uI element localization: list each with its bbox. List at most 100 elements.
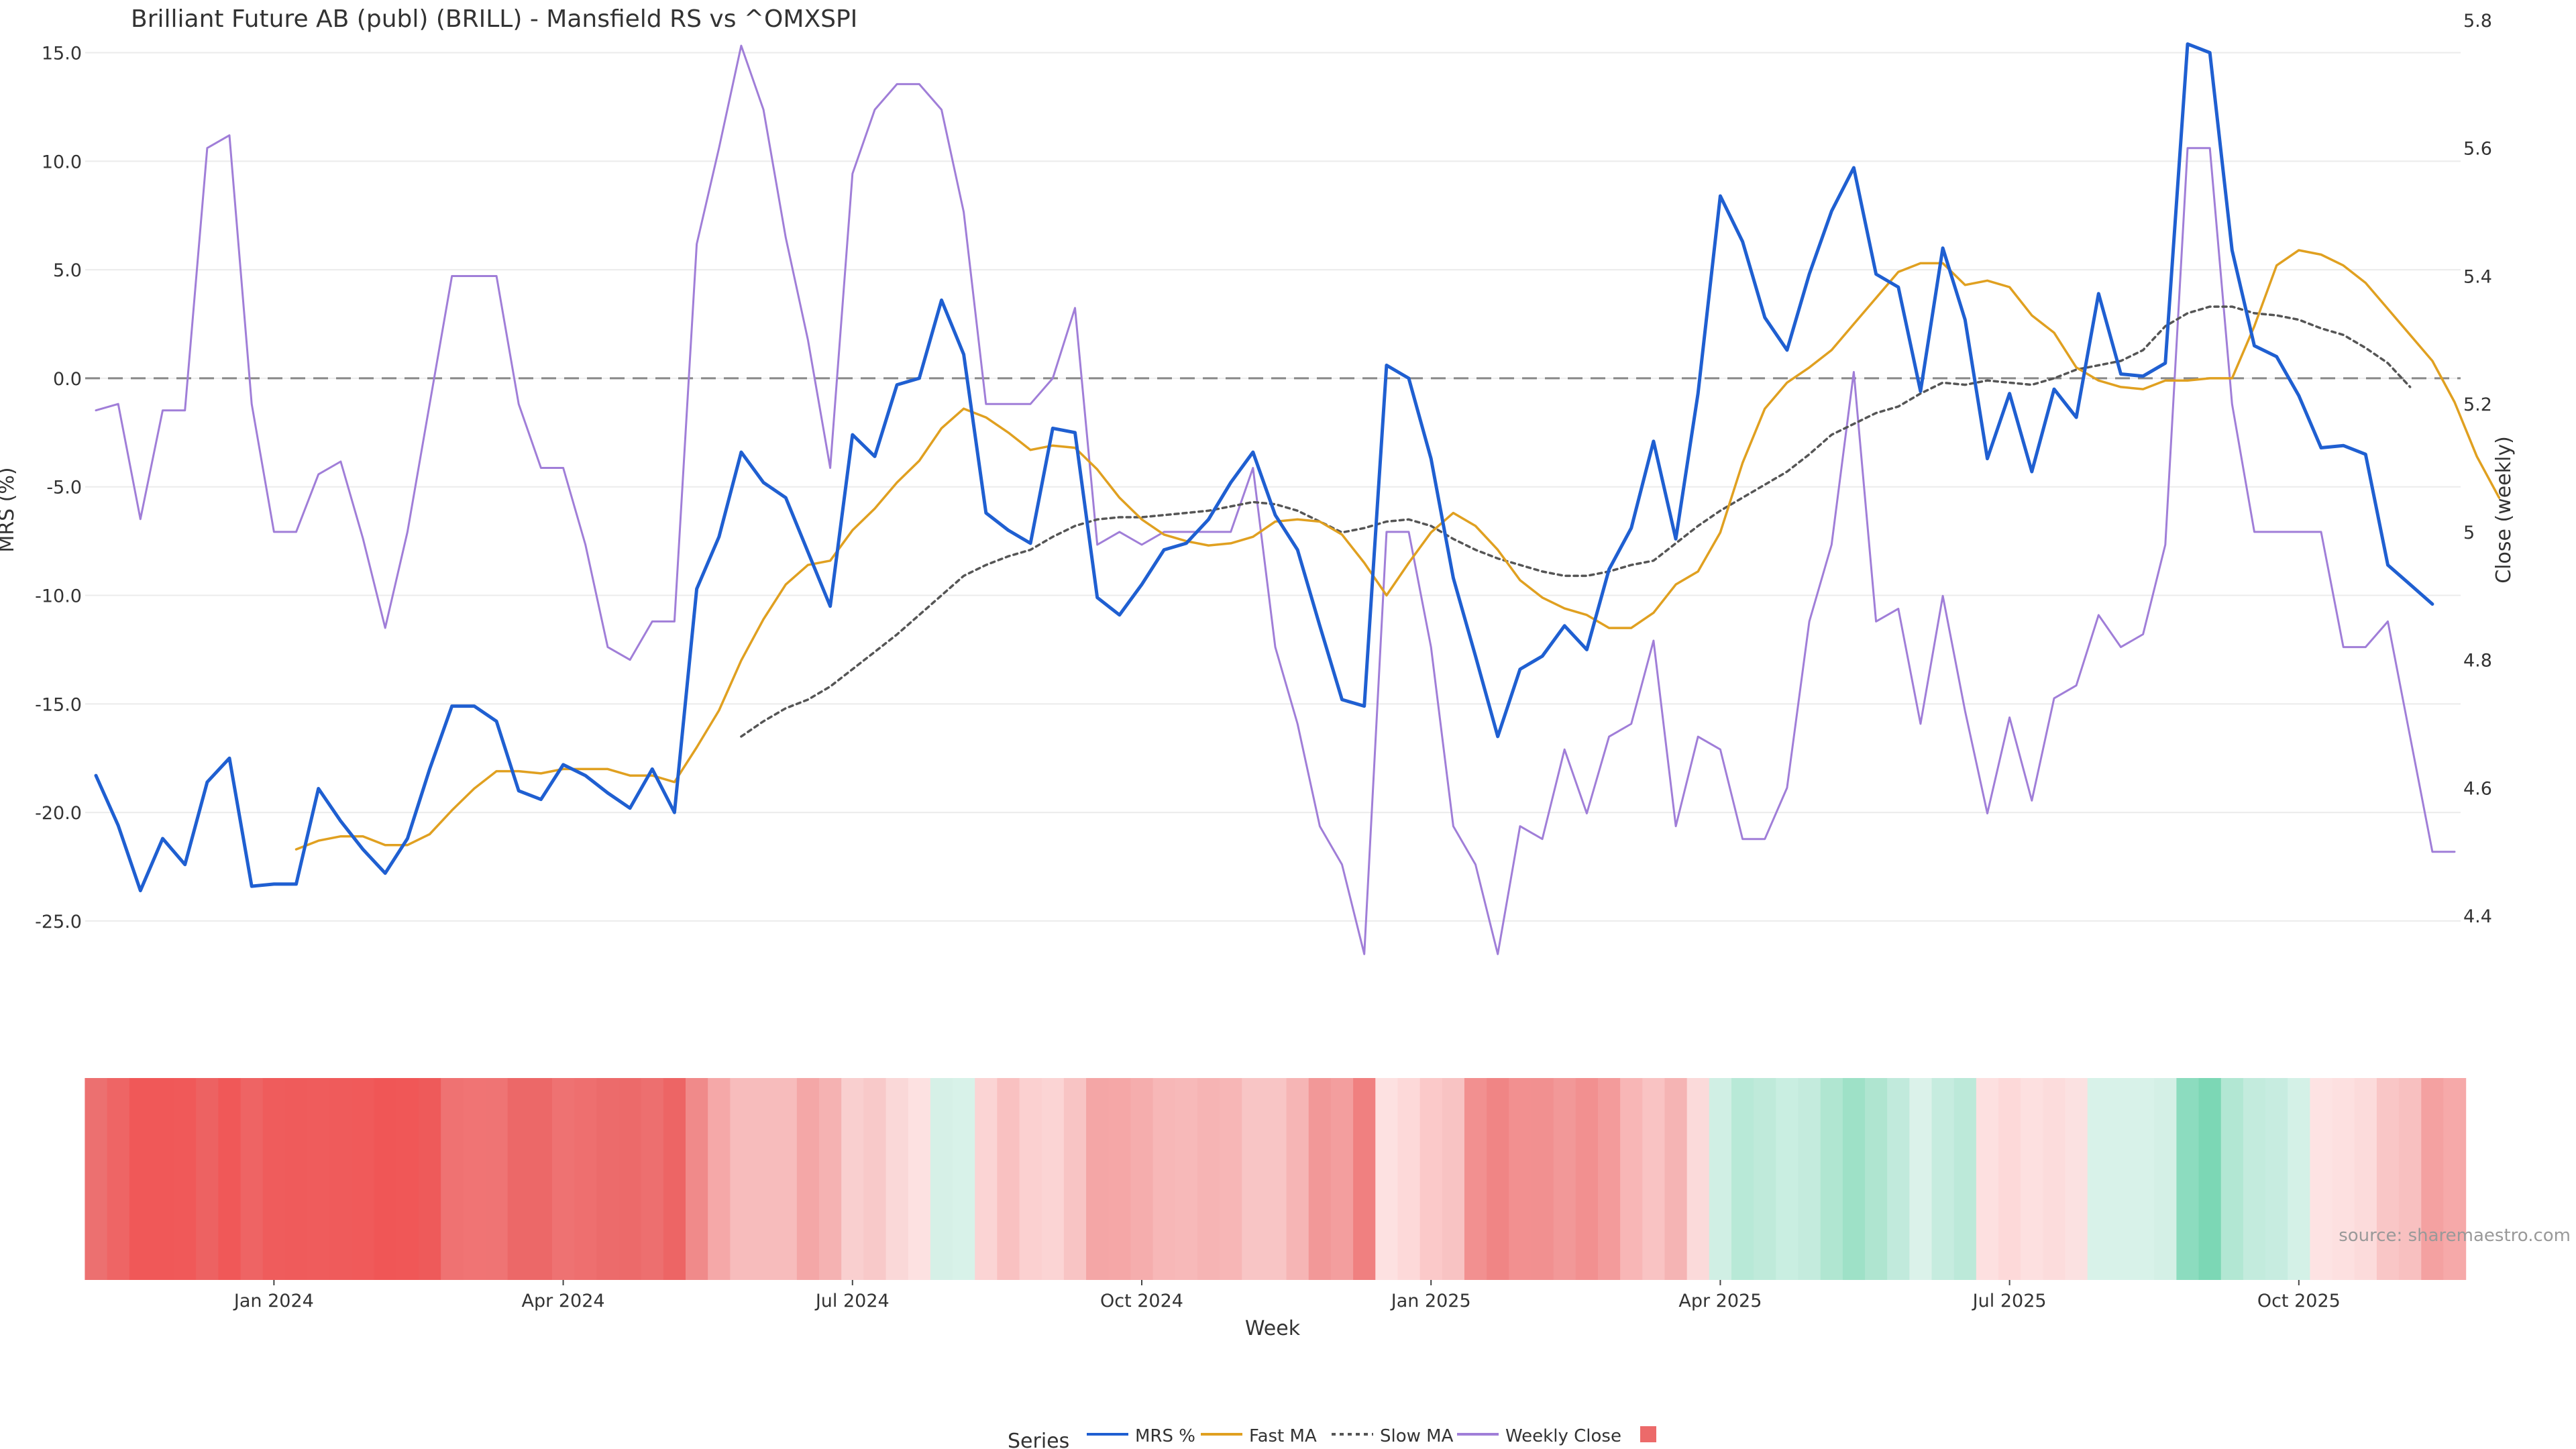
series-line-weekly-close	[95, 44, 2456, 955]
series-line-fast-ma	[294, 249, 2501, 851]
strip-cell	[1487, 1078, 1509, 1280]
strip-cell	[1019, 1078, 1042, 1280]
x-tick-label: Jul 2024	[814, 1291, 890, 1311]
strip-cell	[1575, 1078, 1599, 1280]
y-right-tick-label: 4.8	[2463, 651, 2492, 672]
strip-cell	[463, 1078, 486, 1280]
y-right-tick-label: 5.8	[2463, 11, 2492, 32]
strip-cell	[129, 1078, 152, 1280]
strip-cell	[1642, 1078, 1666, 1280]
series-line-mrs-	[94, 42, 2434, 893]
strip-cell	[997, 1078, 1020, 1280]
strip-cell	[663, 1078, 686, 1280]
y-axis-left-label: MRS (%)	[0, 467, 19, 552]
strip-cell	[1998, 1078, 2021, 1280]
strip-cell	[2154, 1078, 2177, 1280]
legend: Series MRS % Fast MA Slow MA Weekly Close	[1008, 1426, 1656, 1449]
strip-cell	[619, 1078, 642, 1280]
x-tick-label: Jan 2025	[1390, 1291, 1471, 1311]
strip-cell	[2376, 1078, 2400, 1280]
y-right-tick-label: 4.4	[2463, 906, 2492, 927]
strip-cell	[1242, 1078, 1265, 1280]
legend-label: Fast MA	[1249, 1426, 1317, 1446]
strip-cell	[1776, 1078, 1799, 1280]
series-layer	[94, 42, 2501, 955]
strip-cell	[1754, 1078, 1776, 1280]
strip-cell	[396, 1078, 419, 1280]
strip-cell	[2132, 1078, 2155, 1280]
strip-cell	[686, 1078, 708, 1280]
heatmap-strip	[85, 1078, 2467, 1280]
strip-cell	[1353, 1078, 1376, 1280]
strip-cell	[752, 1078, 775, 1280]
y-left-tick-label: 5.0	[53, 260, 82, 281]
strip-cell	[796, 1078, 820, 1280]
strip-cell	[2421, 1078, 2445, 1280]
strip-cell	[1063, 1078, 1087, 1280]
strip-cell	[262, 1078, 286, 1280]
strip-cell	[441, 1078, 464, 1280]
strip-cell	[1220, 1078, 1242, 1280]
strip-cell	[85, 1078, 108, 1280]
strip-cell	[1086, 1078, 1109, 1280]
strip-cell	[953, 1078, 975, 1280]
strip-cell	[1909, 1078, 1933, 1280]
strip-cell	[1842, 1078, 1866, 1280]
x-tick-label: Oct 2024	[1100, 1291, 1183, 1311]
strip-cell	[307, 1078, 330, 1280]
strip-cell	[1976, 1078, 1999, 1280]
legend-title: Series	[1008, 1430, 1069, 1449]
strip-cell	[151, 1078, 174, 1280]
strip-cell	[2399, 1078, 2422, 1280]
strip-cell	[1553, 1078, 1576, 1280]
strip-cell	[107, 1078, 130, 1280]
strip-cell	[2176, 1078, 2200, 1280]
strip-cell	[1597, 1078, 1621, 1280]
strip-cell	[730, 1078, 753, 1280]
strip-cell	[1375, 1078, 1399, 1280]
strip-cell	[596, 1078, 620, 1280]
y-right-tick-label: 5.2	[2463, 394, 2492, 415]
strip-cell	[1953, 1078, 1977, 1280]
strip-cell	[1330, 1078, 1354, 1280]
y-left-tick-label: 15.0	[42, 44, 82, 64]
series-line-slow-ma	[740, 305, 2412, 738]
strip-cell	[2198, 1078, 2222, 1280]
strip-cell	[2332, 1078, 2355, 1280]
strip-cell	[930, 1078, 953, 1280]
strip-cell	[2243, 1078, 2266, 1280]
x-tick-label: Jan 2024	[233, 1291, 314, 1311]
strip-cell	[1887, 1078, 1910, 1280]
strip-cell	[2220, 1078, 2244, 1280]
strip-cell	[2265, 1078, 2288, 1280]
strip-cell	[1798, 1078, 1821, 1280]
strip-cell	[1664, 1078, 1688, 1280]
strip-cell	[819, 1078, 842, 1280]
strip-cell	[975, 1078, 998, 1280]
strip-cell	[507, 1078, 531, 1280]
strip-cell	[2109, 1078, 2133, 1280]
strip-cell	[574, 1078, 597, 1280]
strip-cell	[218, 1078, 241, 1280]
y-left-tick-label: -25.0	[35, 912, 82, 932]
strip-cell	[1686, 1078, 1710, 1280]
y-left-tick-label: 0.0	[53, 369, 82, 390]
strip-cell	[1175, 1078, 1198, 1280]
x-tick-label: Apr 2025	[1678, 1291, 1762, 1311]
y-right-tick-label: 4.6	[2463, 778, 2492, 799]
y-left-tick-label: 10.0	[42, 152, 82, 172]
strip-cell	[485, 1078, 508, 1280]
strip-cell	[529, 1078, 553, 1280]
strip-cell	[1531, 1078, 1554, 1280]
x-axis-label: Week	[1245, 1317, 1301, 1340]
legend-label: MRS %	[1135, 1426, 1195, 1446]
strip-cell	[708, 1078, 731, 1280]
strip-cell	[1442, 1078, 1465, 1280]
strip-cell	[908, 1078, 931, 1280]
legend-swatch	[1640, 1426, 1656, 1442]
strip-cell	[2087, 1078, 2110, 1280]
strip-cell	[1931, 1078, 1955, 1280]
strip-cell	[1130, 1078, 1154, 1280]
strip-cell	[1152, 1078, 1176, 1280]
y-right-tick-label: 5.4	[2463, 266, 2492, 287]
